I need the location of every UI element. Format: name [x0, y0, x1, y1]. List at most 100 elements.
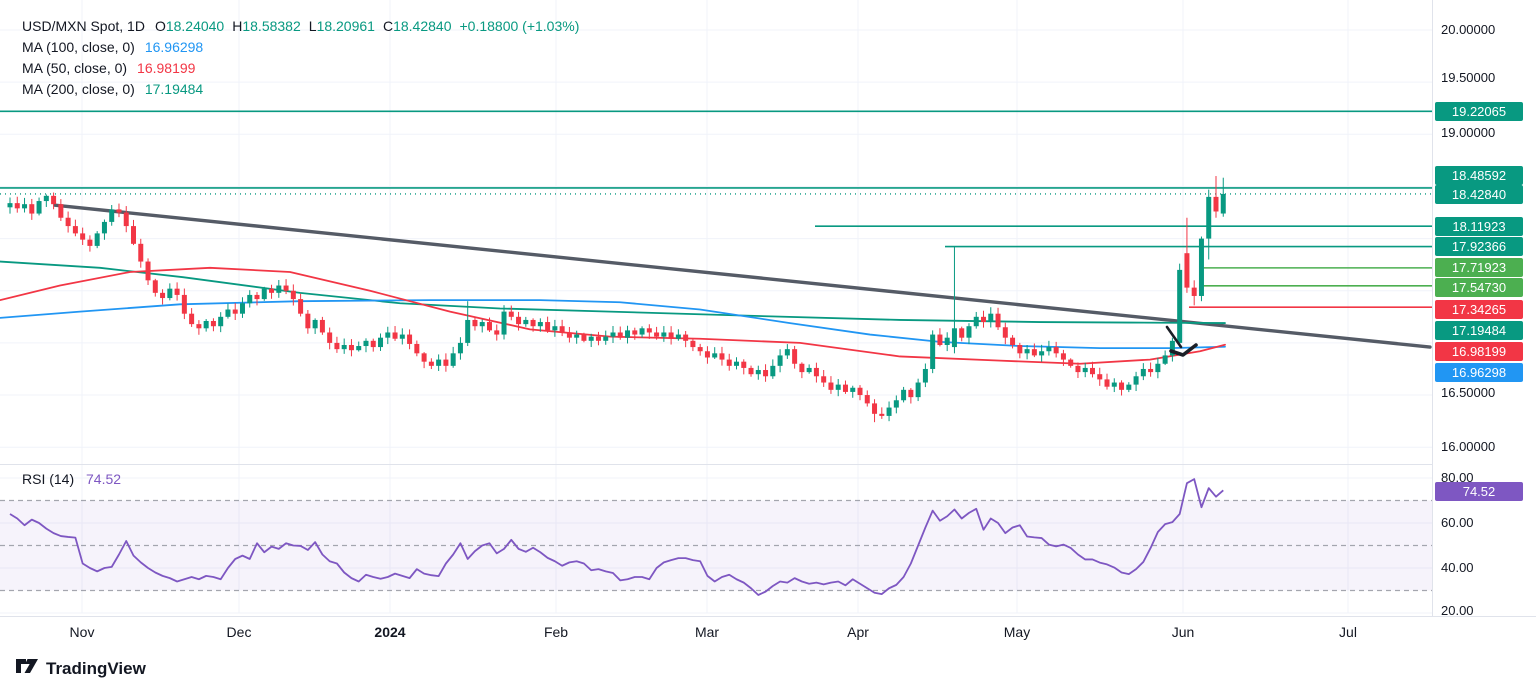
candle-body [951, 328, 957, 348]
candle-body [1133, 376, 1139, 385]
ma-legend-row-1[interactable]: MA (50, close, 0) 16.98199 [22, 60, 196, 76]
candle-body [915, 382, 921, 398]
candle-body [428, 361, 434, 366]
candle-body [639, 328, 645, 335]
candle-body [966, 326, 972, 338]
candle-body [319, 319, 325, 333]
candle-body [232, 309, 238, 314]
candle-body [886, 407, 892, 416]
ma-line-ma100[interactable] [0, 299, 1226, 350]
candle-body [1191, 287, 1197, 296]
candle-body [392, 332, 398, 339]
ohlc-field-h: H18.58382 [232, 18, 301, 34]
axis-price-badge: 17.71923 [1435, 257, 1523, 277]
candle-body [51, 195, 57, 205]
candle-body [189, 313, 195, 325]
price-and-rsi-chart-canvas[interactable] [0, 0, 1432, 616]
ma-legend-row-2[interactable]: MA (200, close, 0) 17.19484 [22, 81, 204, 97]
symbol-ohlc-row[interactable]: USD/MXN Spot, 1D O18.24040 H18.58382 L18.20… [22, 16, 579, 37]
candle-body [174, 288, 180, 295]
candle-body [566, 332, 572, 338]
candle-body [210, 320, 216, 327]
footer: TradingView [0, 649, 1536, 693]
candle-body [414, 343, 420, 354]
axis-time-label-jul: Jul [1339, 624, 1357, 640]
candle-body [160, 292, 166, 299]
axis-price-label: 19.00000 [1441, 125, 1496, 140]
tradingview-brand-link[interactable]: TradingView [16, 658, 146, 679]
candle-body [799, 363, 805, 373]
candle-body [661, 332, 667, 337]
candle-body [1039, 351, 1045, 356]
candle-body [603, 336, 609, 341]
axis-price-badge: 17.92366 [1435, 236, 1523, 256]
candle-body [1068, 359, 1074, 366]
candle-body [741, 361, 747, 368]
brand-name: TradingView [46, 658, 146, 678]
candle-body [1169, 340, 1175, 356]
candle-body [1075, 365, 1081, 373]
axis-price-badge: 18.48592 [1435, 165, 1523, 185]
symbol-title[interactable]: USD/MXN Spot, 1D [22, 18, 145, 34]
candle-body [1162, 355, 1168, 364]
candle-body [58, 204, 64, 218]
candle-body [763, 370, 769, 377]
axis-price-badge: 74.52 [1435, 481, 1523, 501]
candle-body [995, 313, 1001, 328]
candle-body [356, 346, 362, 351]
axis-price-label: 20.00000 [1441, 22, 1496, 37]
axis-price-label: 60.00 [1441, 515, 1474, 530]
candle-body [595, 336, 601, 341]
candle-body [486, 322, 492, 331]
candle-body [726, 359, 732, 366]
candle-body [806, 367, 812, 373]
candle-body [36, 201, 42, 214]
candle-body [792, 349, 798, 364]
candle-body [1111, 382, 1117, 387]
candle-body [842, 384, 848, 392]
change-value: +0.18800 (+1.03%) [459, 18, 580, 34]
pane-divider[interactable] [0, 464, 1536, 465]
axis-price-label: 19.50000 [1441, 70, 1496, 85]
candle-body [72, 226, 78, 234]
axis-price-badge: 16.96298 [1435, 362, 1523, 382]
candle-body [305, 313, 311, 329]
candle-body [1002, 327, 1008, 338]
candle-body [501, 311, 507, 335]
candle-body [654, 332, 660, 337]
candle-body [1089, 367, 1095, 375]
ma-legend-row-0[interactable]: MA (100, close, 0) 16.96298 [22, 39, 204, 55]
candle-body [131, 226, 137, 244]
axis-price-badge: 18.11923 [1435, 216, 1523, 236]
candle-body [530, 319, 536, 327]
axis-price-badge: 17.34265 [1435, 299, 1523, 319]
axis-price-badge: 18.42840 [1435, 184, 1523, 204]
arrow-annotation-head[interactable] [1169, 343, 1198, 357]
candle-body [1024, 349, 1030, 354]
ohlc-field-l: L18.20961 [308, 18, 375, 34]
candle-body [269, 288, 275, 293]
price-axis[interactable]: 20.00000 19.50000 19.00000 16.50000 16.00000… [1432, 0, 1536, 648]
rsi-legend[interactable]: RSI (14) 74.52 [22, 471, 121, 487]
candle-body [988, 313, 994, 323]
axis-time-label-nov: Nov [69, 624, 95, 640]
candle-body [516, 316, 522, 325]
candle-body [719, 353, 725, 360]
axis-time-label-dec: Dec [226, 624, 252, 640]
candle-body [574, 334, 580, 338]
ma-line-ma50[interactable] [0, 266, 1226, 365]
candle-body [334, 342, 340, 350]
candle-body [181, 294, 187, 314]
arrow-annotation-shaft[interactable] [1165, 325, 1183, 349]
candle-body [327, 332, 333, 343]
axis-price-label: 40.00 [1441, 560, 1474, 575]
ma-line-ma200[interactable] [0, 260, 1226, 324]
time-axis[interactable]: Nov Dec 2024 Feb Mar Apr May Jun Jul [0, 616, 1536, 650]
candle-body [1155, 363, 1161, 373]
candle-body [65, 217, 71, 227]
axis-time-label-feb: Feb [543, 624, 569, 640]
candle-body [981, 316, 987, 323]
candle-body [1198, 238, 1204, 296]
candle-body [1213, 196, 1219, 212]
candle-body [559, 326, 565, 333]
